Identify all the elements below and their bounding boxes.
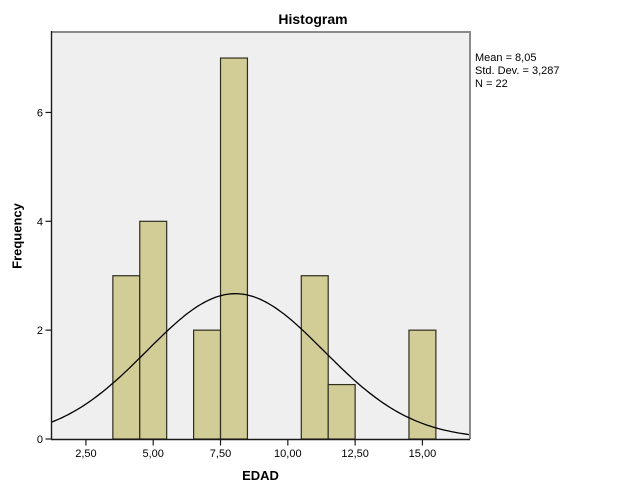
histogram-bar [219,57,249,440]
histogram-bar [139,220,168,440]
normal-curve [51,293,470,436]
histogram-bar [300,275,329,440]
y-tick-label: 2 [37,325,43,337]
x-tick-label: 15,00 [409,448,437,460]
x-tick-label: 5,00 [143,448,164,460]
x-tick-label: 2,50 [75,448,96,460]
histogram-bar [112,275,141,440]
y-tick-label: 0 [37,434,43,446]
histogram-bar [327,383,356,440]
x-tick-label: 12,50 [341,448,369,460]
x-tick-label: 7,50 [210,448,231,460]
stats-box: Mean = 8,05 Std. Dev. = 3,287 N = 22 [475,52,560,91]
chart-title: Histogram [278,11,348,27]
y-tick-label: 6 [37,107,43,119]
stat-mean: Mean = 8,05 [475,52,537,64]
stat-stddev: Std. Dev. = 3,287 [475,65,560,77]
plot-frame [52,31,471,439]
histogram-bar [408,329,437,440]
y-tick-label: 4 [37,216,43,228]
stat-n: N = 22 [475,78,508,90]
x-tick-label: 10,00 [274,448,302,460]
x-axis-title: EDAD [242,468,279,483]
histogram-bar [193,329,222,440]
y-axis-title: Frequency [9,203,25,269]
